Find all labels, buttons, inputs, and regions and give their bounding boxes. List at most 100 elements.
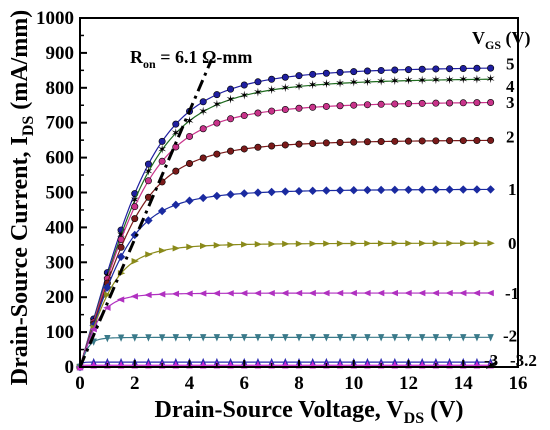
data-point bbox=[282, 240, 290, 248]
data-point bbox=[199, 154, 207, 162]
x-tick-label: 0 bbox=[75, 373, 85, 394]
x-tick-label: 10 bbox=[344, 373, 363, 394]
series-0 bbox=[76, 240, 495, 371]
data-point bbox=[432, 334, 440, 342]
data-point: ✶ bbox=[280, 81, 290, 95]
y-tick-label: 500 bbox=[46, 183, 75, 204]
data-point: ✶ bbox=[253, 85, 263, 99]
data-point bbox=[335, 289, 344, 297]
data-point bbox=[157, 206, 167, 216]
data-point bbox=[213, 91, 221, 99]
data-point bbox=[199, 334, 207, 342]
x-tick-label: 16 bbox=[509, 373, 528, 394]
data-point bbox=[376, 185, 386, 195]
data-point bbox=[198, 193, 208, 203]
data-point bbox=[295, 334, 303, 342]
data-point bbox=[268, 75, 276, 83]
curve-label-0: 0 bbox=[508, 234, 517, 253]
data-point bbox=[240, 189, 249, 198]
data-point bbox=[226, 290, 234, 297]
data-point bbox=[253, 188, 263, 197]
series-4: ✶✶✶✶✶✶✶✶✶✶✶✶✶✶✶✶✶✶✶✶✶✶✶✶✶✶✶✶✶✶✶ bbox=[75, 72, 496, 374]
data-point bbox=[144, 177, 152, 185]
data-point bbox=[377, 100, 385, 108]
data-point bbox=[254, 143, 262, 151]
x-tick-label: 12 bbox=[399, 373, 418, 394]
curve-label--2: -2 bbox=[503, 327, 517, 346]
data-point bbox=[323, 240, 331, 247]
data-point bbox=[281, 289, 289, 297]
curve-label-4: 4 bbox=[506, 77, 515, 96]
data-point: ✶ bbox=[417, 73, 427, 87]
data-point: ✶ bbox=[130, 193, 140, 207]
data-point bbox=[199, 98, 207, 106]
data-point bbox=[349, 289, 357, 297]
data-point bbox=[404, 100, 412, 108]
data-point bbox=[240, 81, 248, 89]
data-point bbox=[350, 334, 357, 342]
data-point bbox=[309, 334, 316, 342]
data-point bbox=[268, 142, 276, 150]
data-point bbox=[227, 85, 235, 93]
data-point bbox=[418, 99, 426, 107]
data-point bbox=[486, 185, 495, 194]
data-point: ✶ bbox=[431, 73, 441, 87]
data-point: ✶ bbox=[390, 74, 400, 88]
data-point bbox=[431, 185, 441, 194]
data-point bbox=[364, 334, 371, 342]
data-point: ✶ bbox=[472, 72, 482, 86]
data-point bbox=[172, 245, 181, 252]
data-point bbox=[473, 240, 482, 247]
data-point bbox=[472, 289, 481, 297]
data-point bbox=[227, 334, 234, 342]
data-point: ✶ bbox=[349, 76, 359, 90]
data-point bbox=[281, 141, 289, 149]
data-point bbox=[363, 185, 372, 195]
y-tick-label: 300 bbox=[46, 252, 75, 273]
data-point bbox=[446, 240, 454, 247]
data-point bbox=[473, 64, 481, 72]
data-point bbox=[350, 240, 358, 247]
data-point bbox=[350, 101, 358, 109]
data-point: ✶ bbox=[184, 114, 194, 128]
data-point bbox=[295, 104, 303, 112]
data-point bbox=[335, 186, 345, 195]
data-point bbox=[363, 101, 371, 109]
data-point bbox=[487, 334, 494, 342]
data-point bbox=[363, 138, 371, 146]
data-point bbox=[185, 290, 193, 297]
data-point bbox=[227, 241, 235, 248]
y-tick-label: 800 bbox=[46, 78, 75, 99]
data-point bbox=[240, 112, 248, 120]
curve-label-1: 1 bbox=[508, 180, 517, 199]
data-point bbox=[336, 240, 345, 247]
data-point bbox=[459, 289, 467, 297]
series-line bbox=[79, 292, 491, 368]
data-point bbox=[104, 335, 111, 343]
data-point: ✶ bbox=[143, 165, 153, 179]
data-point bbox=[404, 289, 412, 297]
curve-label-2: 2 bbox=[506, 128, 515, 147]
data-point bbox=[198, 290, 207, 297]
data-point bbox=[418, 137, 426, 145]
data-point bbox=[445, 289, 453, 297]
curves-group: ✶✶✶✶✶✶✶✶✶✶✶✶✶✶✶✶✶✶✶✶✶✶✶✶✶✶✶✶✶✶✶ bbox=[75, 64, 496, 374]
data-point bbox=[144, 216, 153, 225]
data-point bbox=[404, 66, 412, 74]
data-point bbox=[350, 138, 358, 146]
data-point bbox=[391, 100, 399, 108]
data-point bbox=[404, 137, 412, 145]
legend-title: VGS (V) bbox=[472, 28, 531, 52]
data-point bbox=[267, 187, 276, 197]
data-point bbox=[116, 252, 126, 262]
data-point bbox=[446, 334, 453, 342]
data-point bbox=[226, 190, 235, 199]
data-point bbox=[322, 289, 330, 297]
data-point bbox=[487, 64, 495, 72]
data-point bbox=[227, 147, 235, 155]
data-point bbox=[323, 334, 330, 342]
data-point: ✶ bbox=[171, 126, 181, 140]
data-point bbox=[445, 185, 454, 194]
data-point bbox=[295, 240, 304, 247]
data-point bbox=[309, 240, 317, 247]
